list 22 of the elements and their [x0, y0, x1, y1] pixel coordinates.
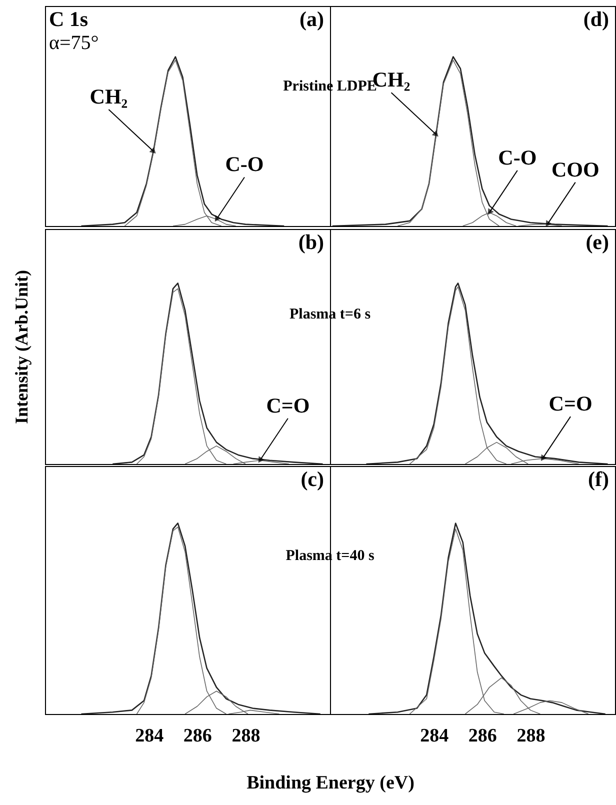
annotation: C-O	[498, 145, 537, 170]
x-tick-label: 288	[232, 726, 260, 746]
text: α=75°	[49, 32, 99, 54]
text: C 1s	[49, 7, 88, 31]
text: (e)	[586, 230, 609, 254]
x-axis-title: Binding Energy (eV)	[246, 772, 414, 794]
annotation: C=O	[266, 393, 310, 418]
annotation: C=O	[548, 392, 592, 416]
text: (f)	[588, 467, 609, 491]
text: (c)	[300, 467, 324, 491]
x-tick-label: 286	[183, 726, 212, 746]
x-tick-label: 288	[516, 726, 546, 746]
annotation: CH₂	[90, 84, 128, 109]
y-axis-title: Intensity (Arb.Unit)	[12, 270, 32, 424]
x-tick-label: 284	[420, 726, 450, 746]
text: (a)	[300, 7, 324, 31]
text: (b)	[298, 230, 324, 254]
annotation: COO	[551, 157, 600, 182]
text: (d)	[583, 7, 609, 31]
annotation: C-O	[225, 152, 264, 176]
x-tick-label: 284	[135, 726, 164, 746]
x-tick-label: 286	[468, 726, 497, 746]
